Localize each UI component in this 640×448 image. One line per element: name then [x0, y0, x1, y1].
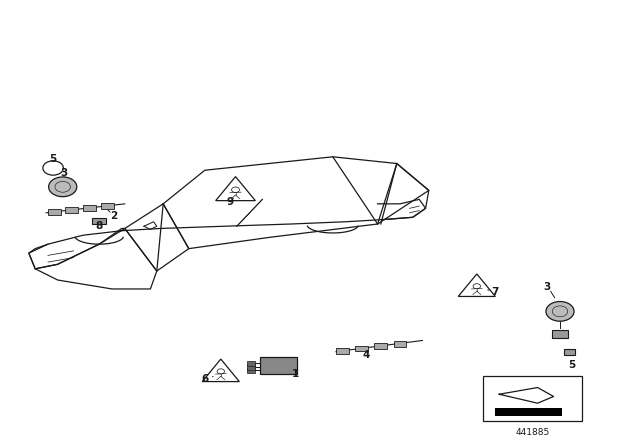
Text: 5: 5	[568, 360, 575, 370]
Text: 3: 3	[60, 168, 68, 178]
Bar	[101, 203, 114, 209]
Bar	[394, 340, 406, 347]
Text: 441885: 441885	[516, 428, 550, 437]
Bar	[83, 205, 96, 211]
Bar	[564, 349, 575, 355]
Text: 3: 3	[543, 282, 550, 292]
Text: 7: 7	[491, 287, 499, 297]
Text: 4: 4	[362, 350, 370, 360]
Bar	[374, 343, 387, 349]
Bar	[355, 346, 368, 351]
Bar	[247, 367, 255, 373]
Circle shape	[49, 177, 77, 197]
Text: 5: 5	[49, 154, 57, 164]
Bar	[260, 357, 297, 374]
Bar	[495, 408, 562, 416]
Text: 2: 2	[110, 211, 118, 221]
Bar	[65, 207, 78, 213]
Text: 6: 6	[201, 374, 209, 383]
Bar	[247, 361, 255, 366]
Bar	[247, 364, 255, 370]
Bar	[552, 330, 568, 338]
Text: 9: 9	[227, 198, 234, 207]
Text: 1: 1	[292, 369, 300, 379]
Bar	[483, 376, 582, 421]
Bar	[48, 209, 61, 215]
Bar	[92, 218, 106, 224]
Text: 8: 8	[95, 221, 103, 231]
Circle shape	[546, 302, 574, 321]
Bar	[336, 348, 349, 354]
